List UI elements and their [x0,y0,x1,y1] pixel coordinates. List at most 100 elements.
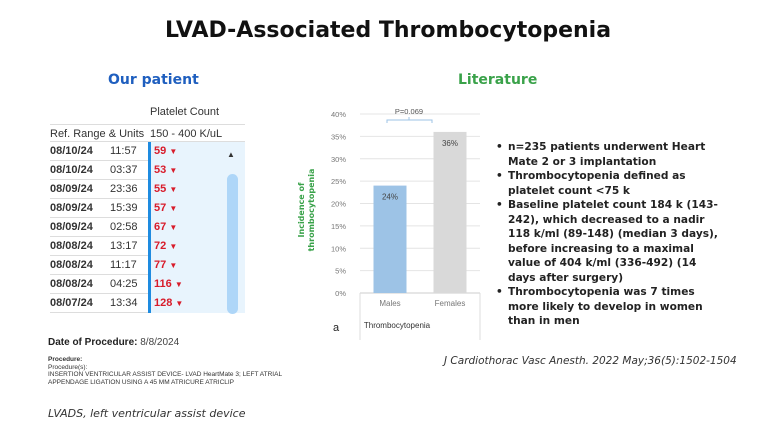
platelet-value: 57 ▼ [154,202,178,214]
platelet-value: 67 ▼ [154,221,178,233]
table-row[interactable]: 08/08/24 13:17 72 ▼ [50,237,220,256]
row-time: 11:57 [110,145,137,157]
value-cell [148,237,220,256]
data-label: 36% [442,139,458,148]
row-time: 15:39 [110,202,138,214]
bar-males [373,185,407,293]
scroll-up-icon[interactable]: ▲ [227,150,235,159]
platelet-value: 55 ▼ [154,183,178,195]
bar-females [433,131,467,293]
platelet-count-header: Platelet Count [150,106,220,118]
table-row[interactable]: 08/08/24 04:25 116 ▼ [50,275,220,294]
row-date: 08/09/24 [50,183,93,195]
low-flag-icon: ▼ [174,280,183,289]
value-cell [148,275,220,294]
table-row[interactable]: 08/07/24 13:34 128 ▼ [50,294,220,313]
low-flag-icon: ▼ [169,223,178,232]
ref-range-row: Ref. Range & Units 150 - 400 K/uL [50,124,245,142]
table-row[interactable]: 08/09/24 02:58 67 ▼ [50,218,220,237]
bullet-item: Baseline platelet count 184 k (143-242),… [496,198,726,285]
value-cell [148,294,220,313]
panel-label: a [333,322,340,334]
platelet-value: 128 ▼ [154,297,184,309]
significance-bracket [386,117,433,123]
value-cell [148,161,220,180]
ref-range-value: 150 - 400 K/uL [150,128,223,140]
y-tick-label: 0% [335,289,346,298]
value-cell [148,199,220,218]
platelet-value: 72 ▼ [154,240,178,252]
row-date: 08/08/24 [50,259,93,271]
low-flag-icon: ▼ [169,147,178,156]
platelet-value: 116 ▼ [154,278,183,290]
procedure-line-1: INSERTION VENTRICULAR ASSIST DEVICE- LVA… [48,371,283,378]
row-time: 04:25 [110,278,138,290]
bullet-item: n=235 patients underwent Heart Mate 2 or… [496,140,726,169]
procedure-date-value: 8/8/2024 [140,337,180,348]
abbreviation-footnote: LVADS, left ventricular assist device [48,407,246,420]
table-row[interactable]: 08/09/24 23:36 55 ▼ [50,180,220,199]
row-date: 08/10/24 [50,145,93,157]
literature-bullets: n=235 patients underwent Heart Mate 2 or… [496,140,726,329]
procedures-label: Procedure(s): [48,363,88,371]
row-time: 11:17 [110,259,137,271]
bullet-item: Thrombocytopenia was 7 times more likely… [496,285,726,329]
row-time: 03:37 [110,164,138,176]
low-flag-icon: ▼ [169,242,178,251]
row-time: 23:36 [110,183,138,195]
value-cell [148,180,220,199]
row-date: 08/09/24 [50,202,93,214]
procedure-date-label: Date of Procedure: [48,337,138,348]
value-cell [148,142,220,161]
row-time: 13:34 [110,297,138,309]
low-flag-icon: ▼ [175,299,184,308]
slide-title: LVAD-Associated Thrombocytopenia [164,18,612,43]
row-date: 08/09/24 [50,221,93,233]
platelet-value: 59 ▼ [154,145,178,157]
data-label: 24% [382,193,398,202]
row-time: 13:17 [110,240,138,252]
y-axis-label: Incidence ofthrombocytopenia [297,169,316,252]
low-flag-icon: ▼ [169,166,178,175]
citation: J Cardiothorac Vasc Anesth. 2022 May;36(… [444,355,737,367]
row-date: 08/10/24 [50,164,93,176]
procedure-line-2: APPENDAGE LIGATION USING A 45 MM ATRICUR… [48,378,235,386]
table-row[interactable]: 08/08/24 11:17 77 ▼ [50,256,220,275]
y-tick-label: 25% [331,177,346,186]
table-row[interactable]: 08/09/24 15:39 57 ▼ [50,199,220,218]
y-tick-label: 35% [331,132,346,141]
p-value-annotation: P=0.069 [395,107,423,116]
y-tick-label: 20% [331,200,346,209]
table-row[interactable]: 08/10/24 11:57 59 ▼ [50,142,220,161]
row-date: 08/07/24 [50,297,93,309]
y-tick-label: 40% [331,110,346,119]
table-row[interactable]: 08/10/24 03:37 53 ▼ [50,161,220,180]
y-tick-label: 30% [331,155,346,164]
procedure-details: Procedure: Procedure(s): INSERTION VENTR… [48,356,282,386]
procedure-label: Procedure: [48,356,83,363]
incidence-chart: 0% 5% 10% 15% 20% 25% 30% 35% 40% 24% Males 36% Fem… [297,107,481,340]
y-tick-label: 5% [335,267,346,276]
value-cell [148,256,220,275]
literature-heading: Literature [458,72,538,88]
low-flag-icon: ▼ [169,185,178,194]
platelet-value: 53 ▼ [154,164,178,176]
low-flag-icon: ▼ [169,204,178,213]
x-tick-label: Females [435,299,466,308]
our-patient-heading: Our patient [108,72,199,88]
y-tick-label: 10% [331,244,346,253]
scrollbar[interactable]: ▲ [220,142,245,314]
low-flag-icon: ▼ [169,261,178,270]
row-time: 02:58 [110,221,138,233]
y-tick-label: 15% [331,222,346,231]
procedure-date: Date of Procedure: 8/8/2024 [48,337,179,348]
x-axis-label: Thrombocytopenia [364,321,431,330]
bullet-item: Thrombocytopenia defined as platelet cou… [496,169,726,198]
row-date: 08/08/24 [50,278,93,290]
scroll-thumb[interactable] [227,174,238,314]
row-date: 08/08/24 [50,240,93,252]
ref-range-label: Ref. Range & Units [50,128,145,140]
x-tick-label: Males [379,299,400,308]
value-cell [148,218,220,237]
platelet-value: 77 ▼ [154,259,178,271]
